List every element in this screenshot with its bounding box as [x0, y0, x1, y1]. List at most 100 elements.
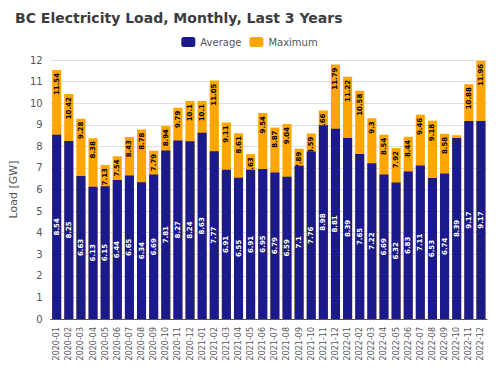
- svg-text:2020-10: 2020-10: [161, 327, 170, 360]
- svg-text:9.46: 9.46: [416, 118, 424, 135]
- svg-text:2021-12: 2021-12: [331, 327, 340, 360]
- svg-text:2020-07: 2020-07: [125, 327, 134, 360]
- svg-text:7.65: 7.65: [356, 228, 364, 245]
- svg-text:6.59: 6.59: [283, 239, 291, 256]
- svg-text:2022-05: 2022-05: [392, 327, 401, 360]
- svg-text:7.81: 7.81: [162, 226, 170, 243]
- svg-text:2021-09: 2021-09: [295, 327, 304, 360]
- svg-text:8.39: 8.39: [344, 220, 352, 237]
- svg-text:9: 9: [36, 119, 42, 130]
- svg-text:9.04: 9.04: [283, 127, 291, 144]
- svg-text:2021-08: 2021-08: [282, 327, 291, 360]
- svg-text:8.38: 8.38: [89, 141, 97, 158]
- svg-text:2020-08: 2020-08: [137, 327, 146, 360]
- svg-text:5: 5: [36, 206, 42, 217]
- svg-text:2022-09: 2022-09: [440, 327, 449, 360]
- svg-text:8.43: 8.43: [125, 140, 133, 157]
- svg-text:9.17: 9.17: [477, 211, 485, 228]
- svg-text:2022-03: 2022-03: [367, 327, 376, 360]
- svg-text:8.98: 8.98: [319, 213, 327, 230]
- svg-text:7.22: 7.22: [368, 232, 376, 249]
- svg-text:10.42: 10.42: [65, 97, 73, 119]
- svg-text:8.27: 8.27: [174, 221, 182, 238]
- svg-text:6.44: 6.44: [113, 241, 121, 258]
- svg-text:8.24: 8.24: [186, 221, 194, 238]
- svg-text:11: 11: [30, 76, 43, 87]
- svg-text:7: 7: [36, 162, 42, 173]
- svg-text:9.11: 9.11: [222, 125, 230, 142]
- svg-text:8.39: 8.39: [453, 220, 461, 237]
- svg-text:2022-11: 2022-11: [464, 327, 473, 360]
- svg-text:6.95: 6.95: [259, 235, 267, 252]
- svg-text:9.3: 9.3: [368, 121, 376, 134]
- svg-text:6.32: 6.32: [392, 242, 400, 259]
- svg-text:2021-02: 2021-02: [210, 327, 219, 360]
- svg-text:8.94: 8.94: [162, 129, 170, 146]
- svg-text:9.18: 9.18: [428, 124, 436, 141]
- svg-text:6.91: 6.91: [222, 236, 230, 253]
- svg-text:11.96: 11.96: [477, 64, 485, 86]
- svg-text:10: 10: [30, 98, 43, 109]
- svg-text:2021-11: 2021-11: [319, 327, 328, 360]
- svg-text:8.44: 8.44: [404, 140, 412, 157]
- svg-text:8.59: 8.59: [307, 136, 315, 153]
- svg-text:10.1: 10.1: [186, 104, 194, 121]
- svg-text:10.58: 10.58: [356, 94, 364, 116]
- svg-text:7.79: 7.79: [150, 154, 158, 171]
- svg-text:6.63: 6.63: [77, 239, 85, 256]
- svg-text:8.54: 8.54: [53, 218, 61, 235]
- svg-text:7.54: 7.54: [113, 159, 121, 176]
- svg-text:8.87: 8.87: [271, 130, 279, 147]
- svg-text:6.55: 6.55: [235, 240, 243, 257]
- svg-text:2020-01: 2020-01: [52, 327, 61, 360]
- svg-text:6.69: 6.69: [150, 238, 158, 255]
- svg-text:6.83: 6.83: [404, 237, 412, 254]
- svg-text:9.28: 9.28: [77, 122, 85, 139]
- svg-text:2020-06: 2020-06: [113, 327, 122, 360]
- svg-text:2020-04: 2020-04: [89, 327, 98, 360]
- svg-text:1: 1: [36, 292, 42, 303]
- svg-text:3: 3: [36, 249, 42, 260]
- svg-text:6.69: 6.69: [380, 238, 388, 255]
- svg-text:9.54: 9.54: [259, 116, 267, 133]
- svg-text:8.81: 8.81: [331, 215, 339, 232]
- svg-text:2022-02: 2022-02: [355, 327, 364, 360]
- svg-text:Load [GW]: Load [GW]: [7, 161, 20, 219]
- svg-text:8.54: 8.54: [380, 138, 388, 155]
- svg-text:9.17: 9.17: [465, 211, 473, 228]
- svg-text:7.92: 7.92: [392, 151, 400, 168]
- svg-text:8.58: 8.58: [441, 137, 449, 154]
- svg-text:7.11: 7.11: [416, 234, 424, 251]
- svg-text:11.79: 11.79: [331, 67, 339, 89]
- svg-text:7.13: 7.13: [101, 168, 109, 185]
- svg-text:2020-12: 2020-12: [186, 327, 195, 360]
- svg-text:2021-06: 2021-06: [258, 327, 267, 360]
- svg-text:0: 0: [36, 314, 42, 325]
- svg-text:6.34: 6.34: [138, 242, 146, 259]
- svg-text:BC Electricity Load, Monthly,: BC Electricity Load, Monthly, Last 3 Yea…: [15, 10, 342, 26]
- svg-text:2021-04: 2021-04: [234, 327, 243, 360]
- svg-text:8.25: 8.25: [65, 221, 73, 238]
- svg-text:11.05: 11.05: [210, 83, 218, 105]
- svg-text:10.88: 10.88: [465, 87, 473, 109]
- svg-text:7.76: 7.76: [307, 226, 315, 243]
- svg-text:6.79: 6.79: [271, 237, 279, 254]
- svg-text:2: 2: [36, 270, 42, 281]
- svg-text:6.65: 6.65: [125, 238, 133, 255]
- svg-text:6.53: 6.53: [428, 240, 436, 257]
- svg-text:2020-02: 2020-02: [64, 327, 73, 360]
- svg-text:2020-09: 2020-09: [149, 327, 158, 360]
- svg-text:2022-06: 2022-06: [404, 327, 413, 360]
- svg-text:2022-04: 2022-04: [379, 327, 388, 360]
- svg-text:7.1: 7.1: [295, 236, 303, 249]
- svg-text:11.22: 11.22: [344, 80, 352, 102]
- svg-text:7.77: 7.77: [210, 226, 218, 243]
- svg-text:2022-10: 2022-10: [452, 327, 461, 360]
- svg-text:2022-12: 2022-12: [476, 327, 485, 360]
- svg-text:2021-10: 2021-10: [307, 327, 316, 360]
- svg-text:10.1: 10.1: [198, 104, 206, 121]
- svg-text:4: 4: [36, 227, 42, 238]
- svg-text:6.13: 6.13: [89, 244, 97, 261]
- svg-text:2022-07: 2022-07: [416, 327, 425, 360]
- svg-text:8.78: 8.78: [138, 132, 146, 149]
